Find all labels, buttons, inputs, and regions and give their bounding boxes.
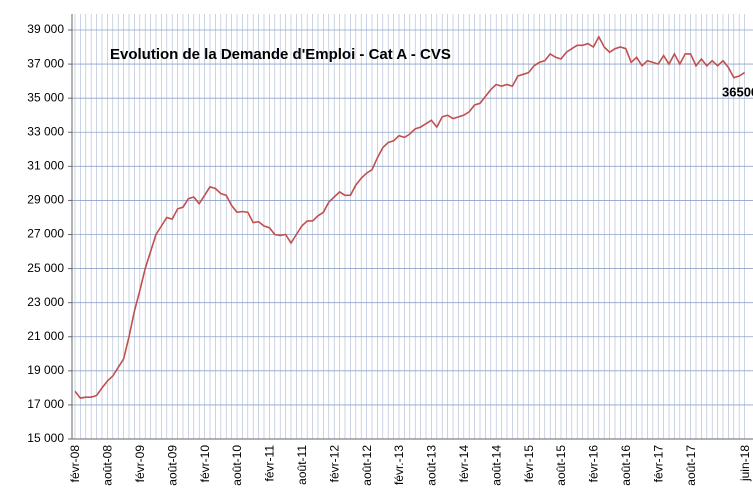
x-tick-label: août-11 bbox=[295, 445, 309, 485]
y-tick-label: 29 000 bbox=[27, 193, 64, 207]
y-tick-label: 19 000 bbox=[27, 363, 64, 377]
y-tick-label: 15 000 bbox=[27, 431, 64, 445]
plot-area bbox=[72, 14, 753, 439]
x-tick-label: févr.-13 bbox=[392, 445, 406, 485]
x-tick-label: août-12 bbox=[360, 445, 374, 486]
y-tick-label: 27 000 bbox=[27, 227, 64, 241]
y-tick-label: 21 000 bbox=[27, 329, 64, 343]
x-tick-label: févr-12 bbox=[327, 445, 341, 483]
x-tick-label: août-08 bbox=[101, 445, 115, 486]
chart-title: Evolution de la Demande d'Emploi - Cat A… bbox=[110, 46, 451, 63]
y-tick-label: 23 000 bbox=[27, 295, 64, 309]
x-tick-label: févr-10 bbox=[198, 445, 212, 483]
x-tick-label: août-14 bbox=[489, 445, 503, 486]
x-tick-label: févr-11 bbox=[263, 445, 277, 482]
y-tick-label: 33 000 bbox=[27, 124, 64, 138]
y-tick-label: 37 000 bbox=[27, 56, 64, 70]
x-tick-label: févr-17 bbox=[651, 445, 665, 483]
x-tick-label: févr-09 bbox=[133, 445, 147, 483]
x-tick-label: août-16 bbox=[619, 445, 633, 486]
x-tick-label: août-10 bbox=[230, 445, 244, 486]
x-tick-label: août-17 bbox=[684, 445, 698, 486]
y-tick-label: 25 000 bbox=[27, 261, 64, 275]
x-tick-label: févr-14 bbox=[457, 445, 471, 483]
x-tick-label: févr-15 bbox=[522, 445, 536, 483]
x-tick-label: août-13 bbox=[425, 445, 439, 486]
x-tick-label: févr-16 bbox=[587, 445, 601, 483]
line bbox=[74, 35, 746, 399]
y-tick-label: 31 000 bbox=[27, 159, 64, 173]
x-tick-label: août-09 bbox=[165, 445, 179, 486]
y-tick-label: 35 000 bbox=[27, 90, 64, 104]
y-tick-label: 39 000 bbox=[27, 22, 64, 36]
x-tick-label: juin-18 bbox=[738, 445, 752, 482]
y-tick-label: 17 000 bbox=[27, 397, 64, 411]
annotation: 36500 bbox=[722, 84, 753, 99]
x-tick-label: août-15 bbox=[554, 445, 568, 486]
x-tick-label: févr-08 bbox=[68, 445, 82, 483]
